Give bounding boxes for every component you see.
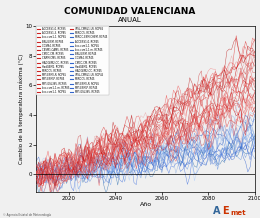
Text: A: A bbox=[213, 206, 221, 216]
X-axis label: Año: Año bbox=[140, 202, 152, 207]
Legend: ACCESS1-0. RCP85, ACCESS1-3. RCP85, bcc-csm1-1. RCP85, BNU-ESM. RCP85, CCSM4. RC: ACCESS1-0. RCP85, ACCESS1-3. RCP85, bcc-… bbox=[36, 26, 108, 95]
Text: © Agencia Estatal de Meteorología: © Agencia Estatal de Meteorología bbox=[3, 213, 51, 217]
Text: E: E bbox=[222, 206, 229, 216]
Text: COMUNIDAD VALENCIANA: COMUNIDAD VALENCIANA bbox=[64, 7, 196, 15]
Text: ANUAL: ANUAL bbox=[118, 17, 142, 24]
Text: met: met bbox=[230, 210, 246, 216]
Y-axis label: Cambio de la temperatura máxima (°C): Cambio de la temperatura máxima (°C) bbox=[18, 54, 24, 164]
